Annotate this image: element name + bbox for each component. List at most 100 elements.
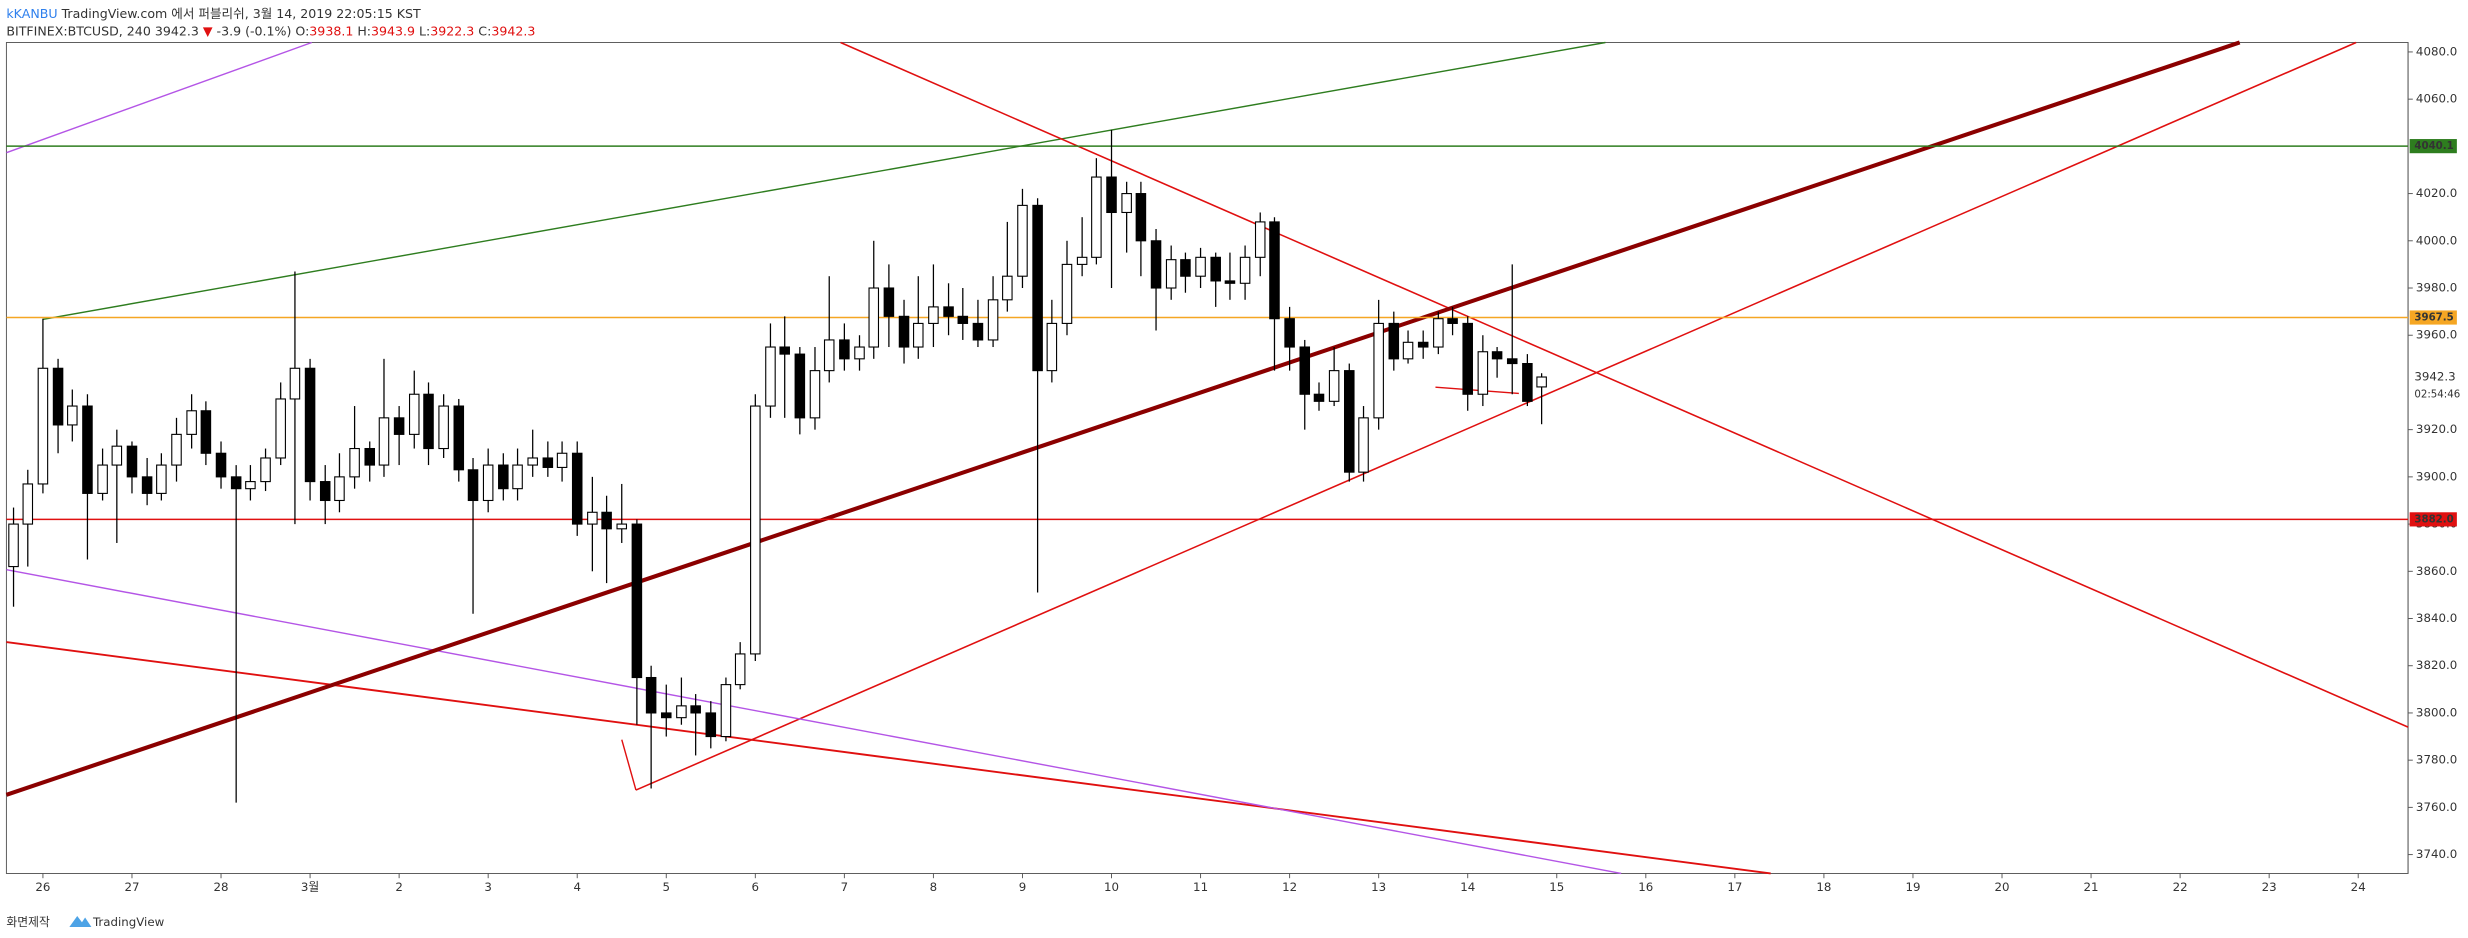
last: 3942.3 bbox=[155, 23, 199, 38]
candle-body bbox=[1195, 256, 1206, 277]
candle-body bbox=[957, 315, 969, 324]
trendline bbox=[1435, 386, 1519, 395]
candle-body bbox=[1076, 256, 1088, 265]
candle-body bbox=[423, 393, 434, 450]
countdown: 02:54:46 bbox=[2414, 389, 2460, 400]
candle-body bbox=[97, 464, 108, 494]
candle-body bbox=[1536, 376, 1547, 388]
candle-body bbox=[913, 322, 924, 348]
candle-body bbox=[883, 287, 895, 317]
x-tick-label: 6 bbox=[752, 880, 760, 894]
candle-body bbox=[453, 405, 465, 471]
candle-body bbox=[1433, 318, 1444, 348]
candle-body bbox=[809, 370, 821, 419]
y-tick-label: 4060.0 bbox=[2416, 92, 2457, 106]
candle-body bbox=[898, 315, 910, 348]
candle-body bbox=[1254, 221, 1266, 258]
candle-body bbox=[467, 469, 479, 502]
candle-body bbox=[1522, 363, 1533, 402]
x-tick-label: 11 bbox=[1193, 880, 1208, 894]
candle-body bbox=[1121, 193, 1132, 214]
x-tick-label: 24 bbox=[2351, 880, 2366, 894]
l-key: L: bbox=[419, 23, 430, 38]
trendline bbox=[6, 641, 1771, 875]
x-tick-label: 21 bbox=[2084, 880, 2099, 894]
x-tick-label: 22 bbox=[2173, 880, 2188, 894]
candle-body bbox=[1284, 318, 1295, 348]
candle-body bbox=[1180, 259, 1191, 277]
trendline bbox=[6, 41, 312, 154]
candle-body bbox=[1373, 322, 1384, 419]
x-tick-label: 3월 bbox=[301, 880, 319, 894]
arrow: ▼ bbox=[203, 23, 213, 38]
last-price-label: 3942.3 bbox=[2414, 370, 2455, 384]
candle-body bbox=[408, 393, 420, 435]
level-label: 3967.5 bbox=[2414, 313, 2453, 324]
y-tick-label: 3960.0 bbox=[2416, 328, 2457, 342]
x-tick-label: 14 bbox=[1460, 880, 1475, 894]
x-tick-label: 12 bbox=[1282, 880, 1297, 894]
candle-body bbox=[275, 398, 286, 459]
y-tick-label: 3900.0 bbox=[2416, 469, 2457, 483]
trendline bbox=[840, 41, 2409, 728]
x-tick-label: 4 bbox=[573, 880, 581, 894]
y-tick-label: 3740.0 bbox=[2416, 847, 2457, 861]
candle-body bbox=[1165, 259, 1177, 289]
x-tick-label: 5 bbox=[663, 880, 671, 894]
level-label: 3882.0 bbox=[2414, 514, 2453, 525]
x-tick-label: 28 bbox=[214, 880, 229, 894]
y-tick-label: 3980.0 bbox=[2416, 281, 2457, 295]
candle-body bbox=[498, 464, 509, 490]
candle-body bbox=[349, 447, 360, 478]
x-tick-label: 19 bbox=[1905, 880, 1920, 894]
candle-body bbox=[720, 684, 732, 738]
candle-body bbox=[1491, 351, 1503, 360]
candle-body bbox=[1417, 341, 1429, 348]
level-label-bg bbox=[2409, 512, 2457, 527]
change: -3.9 (-0.1%) bbox=[217, 23, 292, 38]
published: TradingView.com 에서 퍼블리쉬, 3월 14, 2019 22:… bbox=[61, 6, 421, 21]
candle-body bbox=[690, 705, 701, 714]
x-tick-label: 18 bbox=[1816, 880, 1831, 894]
candle-body bbox=[631, 523, 643, 679]
candle-body bbox=[1046, 322, 1058, 372]
h-key: H: bbox=[357, 23, 371, 38]
candle-body bbox=[676, 705, 687, 719]
candle-body bbox=[186, 410, 197, 435]
candle-body bbox=[542, 457, 554, 468]
h-value: 3943.9 bbox=[371, 23, 415, 38]
candle-body bbox=[482, 464, 494, 502]
candle-body bbox=[156, 464, 167, 494]
candle-body bbox=[438, 405, 449, 450]
level-label: 4040.1 bbox=[2414, 141, 2453, 152]
y-tick-label: 3860.0 bbox=[2416, 564, 2457, 578]
candle-body bbox=[705, 712, 717, 738]
c-value: 3942.3 bbox=[491, 23, 535, 38]
candle-body bbox=[943, 306, 954, 317]
candle-body bbox=[512, 464, 523, 490]
trendline bbox=[5, 40, 2241, 797]
candle-body bbox=[972, 322, 984, 341]
candle-body bbox=[1106, 176, 1117, 214]
candle-body bbox=[556, 452, 568, 468]
y-tick-label: 4000.0 bbox=[2416, 233, 2457, 247]
candle-body bbox=[171, 433, 182, 466]
candle-body bbox=[1135, 193, 1147, 242]
candle-body bbox=[1388, 322, 1400, 360]
candle-body bbox=[868, 287, 880, 348]
candle-body bbox=[987, 299, 999, 341]
candle-body bbox=[1002, 275, 1013, 301]
candle-body bbox=[22, 483, 34, 525]
candle-body bbox=[141, 476, 153, 494]
candle-body bbox=[779, 346, 790, 355]
level-label-bg bbox=[2409, 310, 2457, 325]
y-tick-label: 3840.0 bbox=[2416, 611, 2457, 625]
candle-body bbox=[587, 511, 598, 525]
candle-body bbox=[1402, 341, 1414, 360]
candle-body bbox=[734, 653, 746, 686]
trendline bbox=[635, 41, 2357, 791]
candle-body bbox=[393, 417, 405, 435]
candle-body bbox=[750, 405, 761, 655]
x-tick-label: 9 bbox=[1019, 880, 1027, 894]
